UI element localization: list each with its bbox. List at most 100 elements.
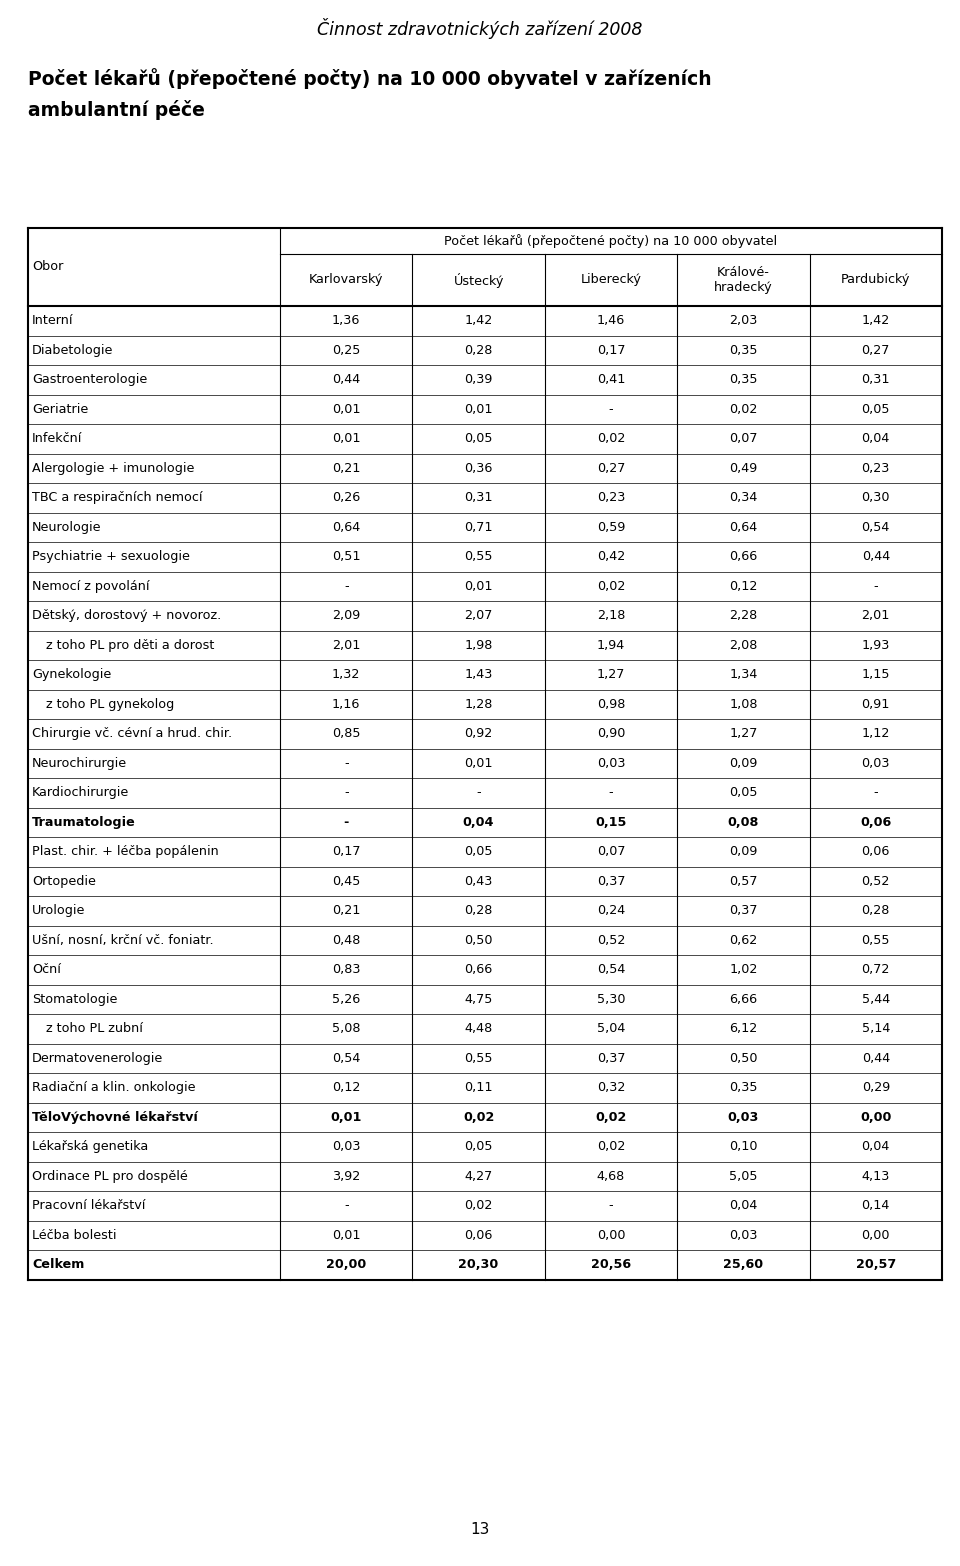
Text: 5,04: 5,04 <box>597 1023 625 1035</box>
Text: 4,75: 4,75 <box>465 993 492 1005</box>
Text: 0,59: 0,59 <box>597 521 625 534</box>
Text: 0,55: 0,55 <box>861 933 890 947</box>
Text: 0,29: 0,29 <box>862 1081 890 1095</box>
Text: 1,93: 1,93 <box>862 639 890 651</box>
Text: Chirurgie vč. cévní a hrud. chir.: Chirurgie vč. cévní a hrud. chir. <box>32 727 232 741</box>
Text: 0,03: 0,03 <box>730 1229 757 1242</box>
Text: 1,15: 1,15 <box>861 669 890 681</box>
Text: 1,02: 1,02 <box>730 963 757 976</box>
Text: 0,00: 0,00 <box>860 1110 892 1124</box>
Text: z toho PL zubní: z toho PL zubní <box>46 1023 143 1035</box>
Text: 0,02: 0,02 <box>597 432 625 445</box>
Text: 1,43: 1,43 <box>465 669 492 681</box>
Text: 0,44: 0,44 <box>332 373 360 387</box>
Text: 0,03: 0,03 <box>861 756 890 770</box>
Text: Ordinace PL pro dospělé: Ordinace PL pro dospělé <box>32 1170 188 1182</box>
Text: 0,21: 0,21 <box>332 462 360 474</box>
Text: 0,64: 0,64 <box>332 521 360 534</box>
Text: Urologie: Urologie <box>32 904 85 918</box>
Text: 0,44: 0,44 <box>862 1052 890 1065</box>
Text: 0,54: 0,54 <box>332 1052 360 1065</box>
Text: 0,15: 0,15 <box>595 816 627 828</box>
Text: 0,05: 0,05 <box>730 786 757 799</box>
Text: 0,31: 0,31 <box>465 492 492 504</box>
Text: 0,02: 0,02 <box>597 579 625 594</box>
Text: 0,05: 0,05 <box>465 432 492 445</box>
Text: z toho PL gynekolog: z toho PL gynekolog <box>46 698 175 711</box>
Text: 0,36: 0,36 <box>465 462 492 474</box>
Text: Radiační a klin. onkologie: Radiační a klin. onkologie <box>32 1081 196 1095</box>
Text: 0,17: 0,17 <box>332 846 360 858</box>
Text: 4,68: 4,68 <box>597 1170 625 1182</box>
Text: 6,12: 6,12 <box>730 1023 757 1035</box>
Text: 0,35: 0,35 <box>730 1081 757 1095</box>
Text: 0,06: 0,06 <box>860 816 892 828</box>
Text: Psychiatrie + sexuologie: Psychiatrie + sexuologie <box>32 550 190 564</box>
Text: Kardiochirurgie: Kardiochirurgie <box>32 786 130 799</box>
Text: 0,23: 0,23 <box>597 492 625 504</box>
Text: 0,04: 0,04 <box>730 1200 757 1212</box>
Text: 1,46: 1,46 <box>597 315 625 327</box>
Text: 0,37: 0,37 <box>597 1052 625 1065</box>
Text: 0,04: 0,04 <box>862 432 890 445</box>
Text: 0,54: 0,54 <box>597 963 625 976</box>
Text: 0,01: 0,01 <box>332 402 360 415</box>
Text: Liberecký: Liberecký <box>581 274 641 287</box>
Text: 0,52: 0,52 <box>597 933 625 947</box>
Text: 2,01: 2,01 <box>332 639 360 651</box>
Text: 0,90: 0,90 <box>597 727 625 741</box>
Text: 0,91: 0,91 <box>862 698 890 711</box>
Text: 0,02: 0,02 <box>465 1200 492 1212</box>
Text: 20,57: 20,57 <box>855 1257 896 1272</box>
Text: 0,01: 0,01 <box>465 756 492 770</box>
Text: 0,66: 0,66 <box>730 550 757 564</box>
Text: 0,32: 0,32 <box>597 1081 625 1095</box>
Text: 2,28: 2,28 <box>730 609 757 622</box>
Text: 0,37: 0,37 <box>597 875 625 888</box>
Text: Geriatrie: Geriatrie <box>32 402 88 415</box>
Text: 0,08: 0,08 <box>728 816 759 828</box>
Text: Oční: Oční <box>32 963 60 976</box>
Text: 0,11: 0,11 <box>465 1081 492 1095</box>
Text: 0,02: 0,02 <box>597 1140 625 1153</box>
Text: 0,27: 0,27 <box>597 462 625 474</box>
Text: 0,06: 0,06 <box>465 1229 492 1242</box>
Text: 0,00: 0,00 <box>861 1229 890 1242</box>
Text: Traumatologie: Traumatologie <box>32 816 135 828</box>
Text: -: - <box>344 816 348 828</box>
Text: 0,28: 0,28 <box>465 345 492 357</box>
Text: 0,30: 0,30 <box>861 492 890 504</box>
Text: Ortopedie: Ortopedie <box>32 875 96 888</box>
Text: 0,07: 0,07 <box>730 432 757 445</box>
Text: 1,08: 1,08 <box>730 698 757 711</box>
Text: -: - <box>344 756 348 770</box>
Text: 1,42: 1,42 <box>862 315 890 327</box>
Text: 0,02: 0,02 <box>730 402 757 415</box>
Text: 0,55: 0,55 <box>465 1052 492 1065</box>
Text: z toho PL pro děti a dorost: z toho PL pro děti a dorost <box>46 639 214 651</box>
Text: Ústecký: Ústecký <box>453 272 504 288</box>
Text: 0,66: 0,66 <box>465 963 492 976</box>
Text: 0,06: 0,06 <box>862 846 890 858</box>
Text: -: - <box>344 1200 348 1212</box>
Text: -: - <box>609 1200 613 1212</box>
Text: Dětský, dorostový + novoroz.: Dětský, dorostový + novoroz. <box>32 609 221 622</box>
Text: 0,03: 0,03 <box>728 1110 759 1124</box>
Text: 0,35: 0,35 <box>730 345 757 357</box>
Text: Lékařská genetika: Lékařská genetika <box>32 1140 148 1153</box>
Text: Pardubický: Pardubický <box>841 274 910 287</box>
Text: 1,16: 1,16 <box>332 698 360 711</box>
Text: 1,94: 1,94 <box>597 639 625 651</box>
Text: Celkem: Celkem <box>32 1257 84 1272</box>
Text: 0,64: 0,64 <box>730 521 757 534</box>
Text: Stomatologie: Stomatologie <box>32 993 117 1005</box>
Text: 0,37: 0,37 <box>730 904 757 918</box>
Text: 0,01: 0,01 <box>465 402 492 415</box>
Text: Karlovarský: Karlovarský <box>309 274 383 287</box>
Text: 0,03: 0,03 <box>332 1140 360 1153</box>
Text: 0,83: 0,83 <box>332 963 360 976</box>
Text: 2,08: 2,08 <box>730 639 757 651</box>
Text: 1,27: 1,27 <box>597 669 625 681</box>
Text: Počet lékařů (přepočtené počty) na 10 000 obyvatel: Počet lékařů (přepočtené počty) na 10 00… <box>444 233 778 247</box>
Text: 0,24: 0,24 <box>597 904 625 918</box>
